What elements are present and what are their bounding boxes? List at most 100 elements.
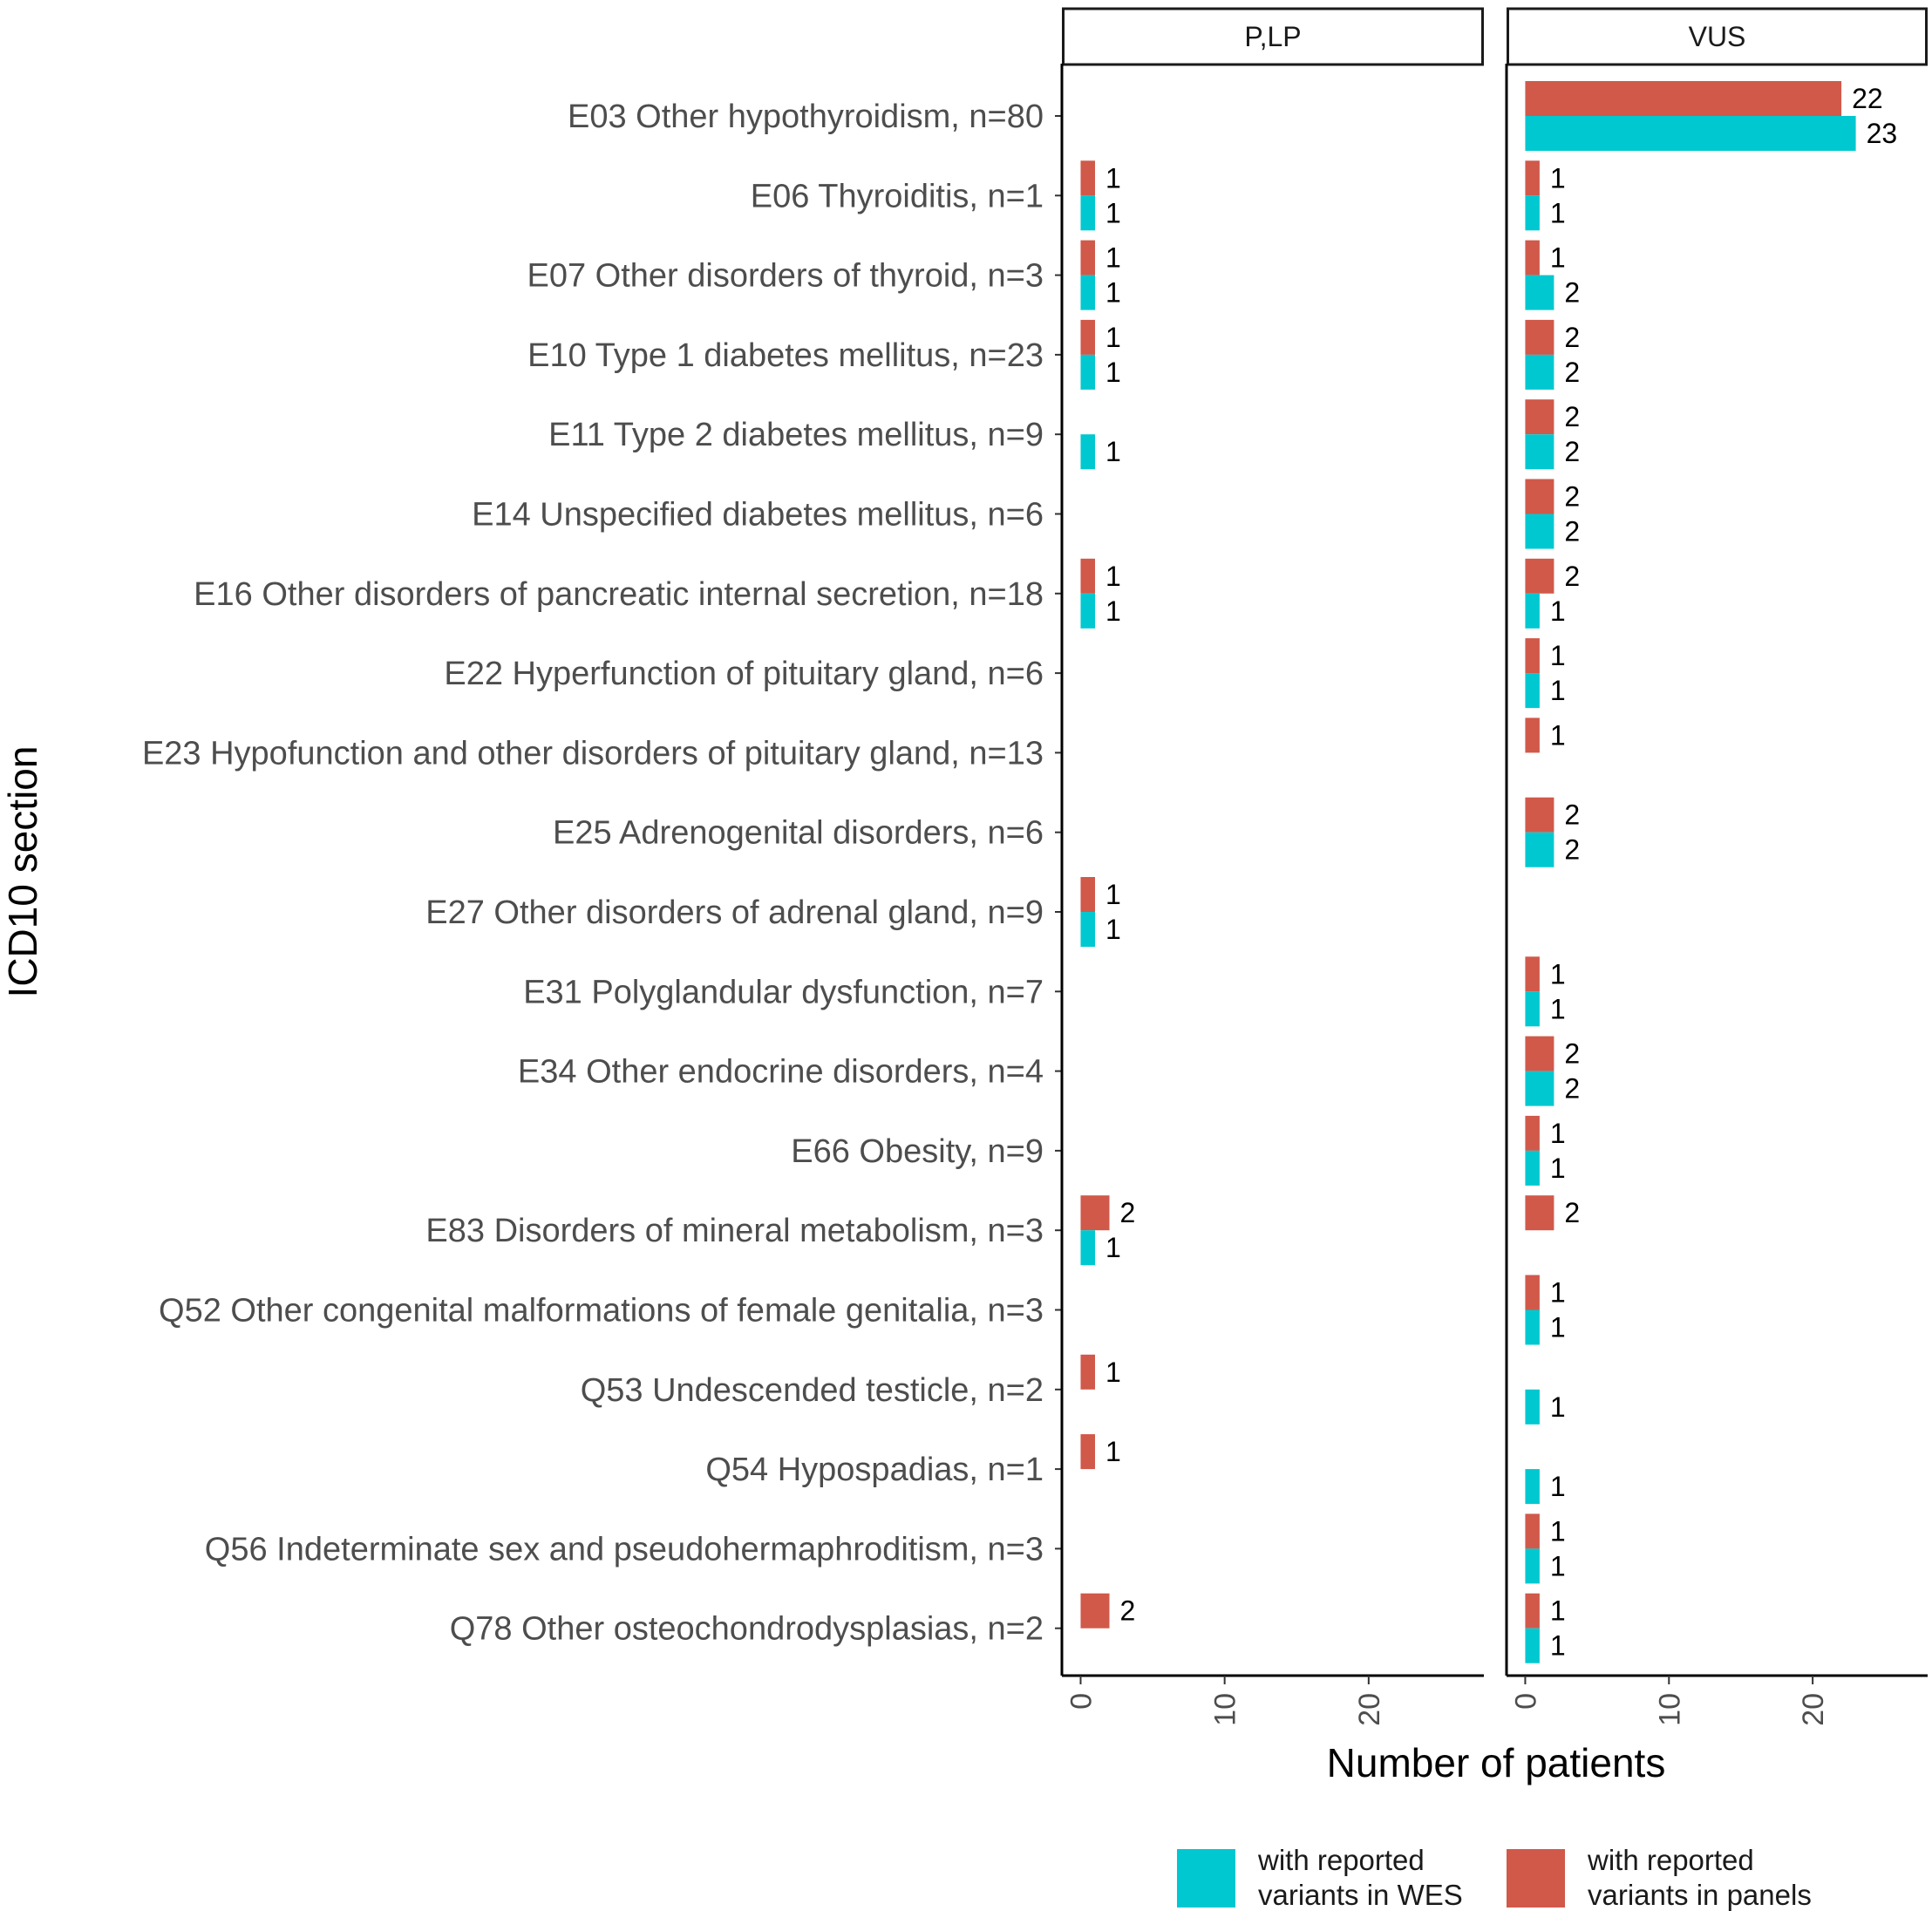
bar-value-label: 1	[1550, 993, 1566, 1024]
bar-value-label: 2	[1564, 561, 1580, 592]
bar-panels	[1525, 399, 1554, 435]
bar-wes	[1525, 1309, 1540, 1345]
bar-panels	[1080, 1434, 1095, 1470]
bar-wes	[1525, 434, 1554, 470]
bar-value-label: 2	[1564, 401, 1580, 432]
bar-value-label: 1	[1550, 1471, 1566, 1502]
category-label: E25 Adrenogenital disorders, n=6	[553, 815, 1044, 852]
bar-panels	[1525, 1513, 1540, 1549]
category-label: E22 Hyperfunction of pituitary gland, n=…	[444, 656, 1044, 692]
bar-value-label: 1	[1105, 162, 1121, 194]
category-label: E07 Other disorders of thyroid, n=3	[527, 258, 1044, 295]
bar-value-label: 23	[1867, 118, 1898, 149]
bar-wes	[1080, 912, 1095, 947]
bar-wes	[1525, 513, 1554, 549]
bar-value-label: 1	[1105, 561, 1121, 592]
bar-wes	[1525, 832, 1554, 867]
bar-value-label: 1	[1550, 958, 1566, 990]
facet-strip-label: P,LP	[1244, 21, 1301, 52]
legend-label: with reported	[1257, 1844, 1425, 1876]
bar-wes	[1525, 1548, 1540, 1584]
bar-value-label: 1	[1550, 242, 1566, 274]
bar-value-label: 2	[1564, 481, 1580, 513]
bar-wes	[1525, 354, 1554, 390]
bar-value-label: 1	[1105, 436, 1121, 467]
bar-value-label: 2	[1564, 834, 1580, 866]
bar-wes	[1080, 354, 1095, 390]
bar-value-label: 1	[1550, 1630, 1566, 1662]
bar-panels	[1080, 558, 1095, 594]
bar-value-label: 1	[1105, 879, 1121, 910]
category-label: E10 Type 1 diabetes mellitus, n=23	[527, 337, 1044, 374]
facet-strip-box	[1062, 7, 1484, 66]
legend-label: with reported	[1587, 1844, 1754, 1876]
bar-marks	[1080, 81, 1856, 1663]
bar-panels	[1525, 319, 1554, 355]
bar-panels	[1525, 479, 1554, 514]
bar-wes	[1525, 275, 1554, 310]
category-label: E11 Type 2 diabetes mellitus, n=9	[548, 417, 1044, 453]
bar-value-label: 1	[1550, 197, 1566, 228]
bar-panels	[1525, 797, 1554, 833]
x-axis-title: Number of patients	[1327, 1740, 1666, 1785]
bar-value-label: 1	[1105, 1357, 1121, 1388]
bar-panels	[1080, 1195, 1110, 1231]
category-label: Q78 Other osteochondrodysplasias, n=2	[450, 1611, 1044, 1648]
bar-value-label: 1	[1550, 1118, 1566, 1149]
bar-value-label: 1	[1105, 595, 1121, 627]
bar-wes	[1525, 1469, 1540, 1505]
category-label: Q52 Other congenital malformations of fe…	[159, 1293, 1044, 1330]
bar-panels	[1525, 240, 1540, 275]
bar-value-label: 2	[1564, 322, 1580, 353]
bar-value-label: 1	[1550, 1515, 1566, 1547]
bar-wes	[1080, 275, 1095, 310]
category-label: E16 Other disorders of pancreatic intern…	[194, 576, 1044, 613]
category-label: E06 Thyroiditis, n=1	[751, 178, 1044, 214]
bar-value-label: 22	[1852, 83, 1883, 114]
bar-wes	[1525, 1389, 1540, 1425]
category-labels: E03 Other hypothyroidism, n=80 E06 Thyroi…	[142, 99, 1044, 1648]
bar-panels	[1525, 1593, 1540, 1629]
bar-panels	[1080, 1354, 1095, 1390]
bar-panels	[1525, 81, 1842, 116]
bar-panels	[1080, 240, 1095, 275]
category-label: Q54 Hypospadias, n=1	[705, 1452, 1044, 1488]
bar-value-label: 1	[1550, 162, 1566, 194]
facet-strip-label: VUS	[1689, 21, 1746, 52]
facet-strips: P,LP VUS	[1062, 7, 1928, 66]
bar-value-label: 2	[1564, 1073, 1580, 1105]
bar-wes	[1525, 673, 1540, 709]
bar-panels	[1525, 1195, 1554, 1231]
bar-panels	[1525, 1275, 1540, 1310]
bar-wes	[1525, 1150, 1540, 1186]
bar-value-label: 2	[1564, 436, 1580, 467]
bar-value-label: 2	[1564, 1197, 1580, 1228]
x-tick-label: 10	[1209, 1693, 1242, 1726]
category-label: Q53 Undescended testicle, n=2	[581, 1372, 1044, 1409]
category-label: Q56 Indeterminate sex and pseudohermaphr…	[205, 1531, 1044, 1568]
x-tick-label: 20	[1797, 1693, 1830, 1726]
bar-value-label: 1	[1105, 914, 1121, 945]
bar-wes	[1525, 593, 1540, 629]
bar-panels	[1525, 1115, 1540, 1151]
category-label: E27 Other disorders of adrenal gland, n=…	[425, 894, 1044, 931]
bar-value-label: 1	[1105, 242, 1121, 274]
bar-panels	[1525, 1036, 1554, 1071]
bar-value-label: 1	[1550, 719, 1566, 751]
bar-panels	[1080, 160, 1095, 196]
x-tick-label: 10	[1653, 1693, 1686, 1726]
bar-value-label: 1	[1550, 675, 1566, 706]
bar-value-label: 1	[1550, 1153, 1566, 1184]
bar-value-label: 1	[1105, 197, 1121, 228]
bar-value-label: 1	[1105, 322, 1121, 353]
bar-panels	[1080, 877, 1095, 912]
bar-panels	[1525, 558, 1554, 594]
x-tick-label: 0	[1509, 1693, 1542, 1710]
bar-panels	[1525, 160, 1540, 196]
bar-wes	[1525, 991, 1540, 1027]
bar-value-label: 1	[1550, 1550, 1566, 1581]
bar-value-label: 2	[1564, 516, 1580, 547]
value-labels: 1111121121111111221122221121212111231222…	[1105, 83, 1897, 1662]
